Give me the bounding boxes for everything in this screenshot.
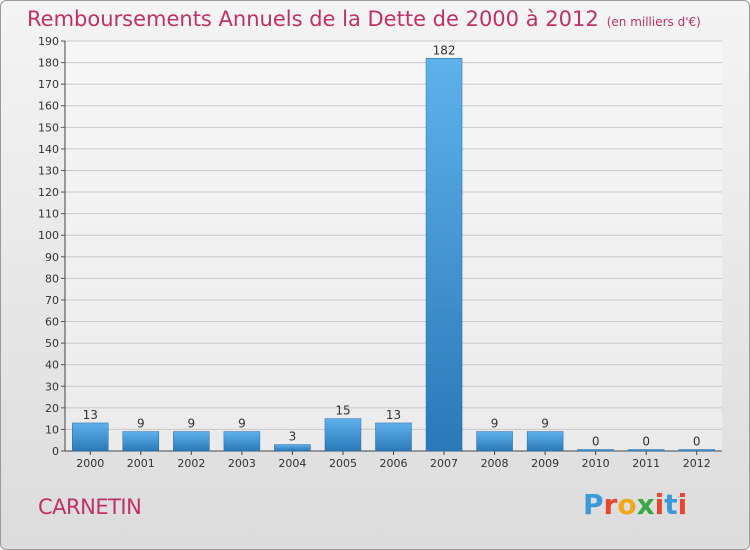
y-tick-label: 70 bbox=[45, 294, 59, 307]
bar-2009 bbox=[526, 431, 564, 452]
x-tick-label-2006: 2006 bbox=[380, 457, 408, 470]
logo-letter: t bbox=[664, 488, 678, 521]
logo-letter: P bbox=[583, 488, 604, 521]
value-label-2006: 13 bbox=[386, 408, 401, 422]
bar-2000 bbox=[72, 422, 109, 452]
x-tick-label-2004: 2004 bbox=[278, 457, 306, 470]
plot-area bbox=[65, 41, 722, 451]
bar-2010 bbox=[577, 449, 614, 452]
x-tick-label-2012: 2012 bbox=[683, 457, 711, 470]
x-tick-label-2010: 2010 bbox=[582, 457, 610, 470]
y-tick-label: 180 bbox=[38, 57, 59, 70]
logo-letter: o bbox=[617, 488, 637, 521]
value-label-2002: 9 bbox=[188, 417, 196, 431]
bar-2002 bbox=[173, 431, 210, 452]
x-tick-label-2008: 2008 bbox=[481, 457, 509, 470]
y-tick-label: 80 bbox=[45, 272, 59, 285]
value-label-2010: 0 bbox=[592, 435, 600, 449]
y-tick-label: 160 bbox=[38, 100, 59, 113]
value-label-2004: 3 bbox=[289, 430, 297, 444]
y-tick-label: 190 bbox=[38, 35, 59, 48]
y-tick-label: 40 bbox=[45, 359, 59, 372]
grid bbox=[61, 40, 722, 455]
y-tick-label: 130 bbox=[38, 164, 59, 177]
x-tick-label-2005: 2005 bbox=[329, 457, 357, 470]
value-label-2012: 0 bbox=[693, 435, 701, 449]
x-tick-label-2009: 2009 bbox=[531, 457, 559, 470]
x-tick-label-2002: 2002 bbox=[177, 457, 205, 470]
value-label-2000: 13 bbox=[83, 408, 98, 422]
x-tick-label-2000: 2000 bbox=[76, 457, 104, 470]
y-tick-label: 50 bbox=[45, 337, 59, 350]
chart-title-text: Remboursements Annuels de la Dette de 20… bbox=[27, 7, 599, 31]
value-label-2007: 182 bbox=[433, 43, 456, 57]
chart-title: Remboursements Annuels de la Dette de 20… bbox=[27, 7, 701, 31]
y-tick-label: 140 bbox=[38, 143, 59, 156]
labels: 0102030405060708090100110120130140150160… bbox=[38, 35, 711, 470]
bar-2003 bbox=[223, 431, 261, 452]
chart-unit: (en milliers d'€) bbox=[606, 15, 701, 29]
commune-name: CARNETIN bbox=[38, 495, 142, 519]
x-tick-label-2001: 2001 bbox=[127, 457, 155, 470]
value-label-2009: 9 bbox=[541, 417, 549, 431]
logo-letter: i bbox=[654, 488, 665, 521]
bar-2008 bbox=[476, 431, 513, 452]
y-tick-label: 100 bbox=[38, 229, 59, 242]
logo-letter: i bbox=[677, 488, 688, 521]
bar-2001 bbox=[122, 431, 160, 452]
y-tick-label: 0 bbox=[52, 445, 59, 458]
y-tick-label: 30 bbox=[45, 380, 59, 393]
x-tick-label-2007: 2007 bbox=[430, 457, 458, 470]
y-tick-label: 60 bbox=[45, 316, 59, 329]
bar-2006 bbox=[375, 422, 412, 452]
logo-letter: x bbox=[636, 488, 655, 521]
value-label-2008: 9 bbox=[491, 417, 499, 431]
y-tick-label: 110 bbox=[38, 208, 59, 221]
x-tick-label-2011: 2011 bbox=[632, 457, 660, 470]
bar-2004 bbox=[274, 444, 311, 452]
bars bbox=[72, 58, 715, 452]
value-label-2001: 9 bbox=[137, 417, 145, 431]
bar-2007 bbox=[425, 58, 463, 452]
logo-letter: r bbox=[603, 488, 618, 521]
value-label-2005: 15 bbox=[335, 404, 350, 418]
y-tick-label: 20 bbox=[45, 402, 59, 415]
y-tick-label: 150 bbox=[38, 121, 59, 134]
y-tick-label: 170 bbox=[38, 78, 59, 91]
bar-2012 bbox=[678, 449, 715, 452]
bar-2011 bbox=[627, 449, 665, 452]
x-tick-label-2003: 2003 bbox=[228, 457, 256, 470]
y-tick-label: 120 bbox=[38, 186, 59, 199]
proxiti-logo: Proxiti bbox=[583, 488, 687, 521]
y-tick-label: 10 bbox=[45, 423, 59, 436]
value-label-2003: 9 bbox=[238, 417, 246, 431]
bar-2005 bbox=[324, 418, 362, 452]
value-label-2011: 0 bbox=[642, 435, 650, 449]
y-tick-label: 90 bbox=[45, 251, 59, 264]
